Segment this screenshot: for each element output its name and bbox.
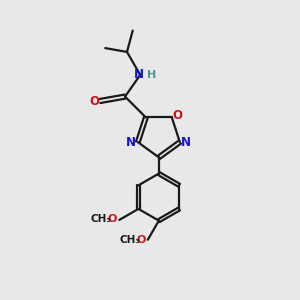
Text: O: O: [108, 214, 117, 224]
Text: O: O: [172, 109, 182, 122]
Text: O: O: [90, 94, 100, 107]
Text: N: N: [181, 136, 191, 148]
Text: H: H: [147, 70, 156, 80]
Text: O: O: [137, 236, 146, 245]
Text: N: N: [126, 136, 136, 148]
Text: CH₃: CH₃: [120, 236, 141, 245]
Text: N: N: [134, 68, 144, 81]
Text: CH₃: CH₃: [91, 214, 112, 224]
